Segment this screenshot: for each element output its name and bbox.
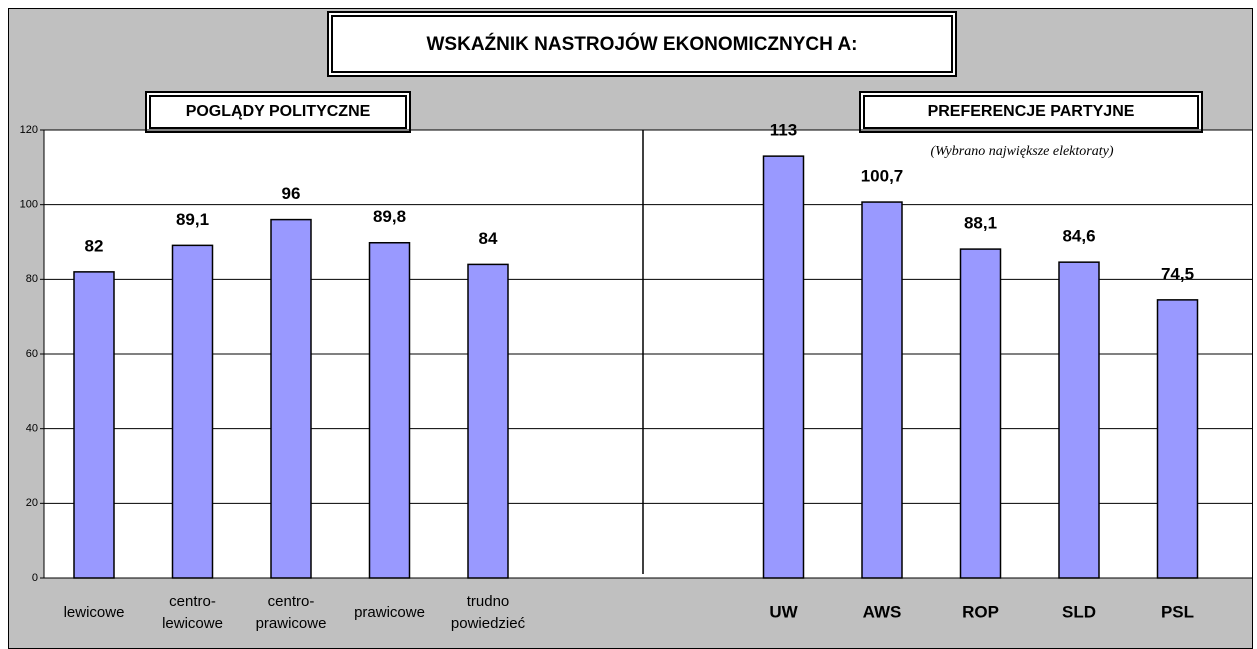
y-tick-label: 120 xyxy=(20,124,38,136)
x-tick-label: SLD xyxy=(1062,602,1096,621)
y-tick-label: 60 xyxy=(26,348,38,360)
bar xyxy=(368,241,411,579)
group-title: POGLĄDY POLITYCZNE xyxy=(186,103,371,120)
bar xyxy=(959,248,1002,579)
subtitle: (Wybrano największe elektoraty) xyxy=(931,144,1114,159)
value-label: 89,8 xyxy=(373,207,406,226)
bar xyxy=(171,244,214,579)
x-tick-label: trudno powiedzieć xyxy=(451,593,526,632)
x-tick-label: AWS xyxy=(863,602,902,621)
y-tick-label: 40 xyxy=(26,423,38,435)
value-label: 82 xyxy=(85,236,104,255)
x-tick-label: ROP xyxy=(962,602,999,621)
value-label: 84 xyxy=(479,229,498,248)
title-box xyxy=(327,11,957,77)
bar xyxy=(762,155,805,579)
y-tick-label: 100 xyxy=(20,199,38,211)
y-tick-label: 20 xyxy=(26,497,38,509)
x-tick-label: PSL xyxy=(1161,602,1194,621)
title-box-inner xyxy=(331,15,953,73)
value-label: 113 xyxy=(770,121,797,140)
bar xyxy=(270,218,312,579)
x-tick-label: UW xyxy=(769,602,798,621)
group-title: PREFERENCJE PARTYJNE xyxy=(928,103,1135,120)
bar xyxy=(73,271,115,579)
bar xyxy=(1156,299,1199,579)
value-label: 96 xyxy=(282,184,301,203)
value-label: 88,1 xyxy=(964,214,997,233)
x-tick-label: centro-lewicowe xyxy=(162,593,223,632)
group-box-inner xyxy=(149,95,407,129)
value-label: 100,7 xyxy=(861,167,904,186)
x-tick-label: prawicowe xyxy=(354,604,425,621)
value-label: 89,1 xyxy=(176,210,209,229)
group-box xyxy=(145,91,411,133)
value-label: 74,5 xyxy=(1161,264,1194,283)
value-label: 84,6 xyxy=(1062,227,1095,246)
group-box-inner xyxy=(863,95,1199,129)
y-tick-label: 80 xyxy=(26,273,38,285)
group-box xyxy=(859,91,1203,133)
chart-title: WSKAŹNIK NASTROJÓW EKONOMICZNYCH A: xyxy=(427,33,858,55)
x-tick-label: lewicowe xyxy=(64,604,125,621)
y-tick-label: 0 xyxy=(32,572,38,584)
bar xyxy=(1058,261,1100,579)
bar xyxy=(861,201,903,579)
x-tick-label: centro-prawicowe xyxy=(256,593,327,632)
bar xyxy=(467,263,509,579)
